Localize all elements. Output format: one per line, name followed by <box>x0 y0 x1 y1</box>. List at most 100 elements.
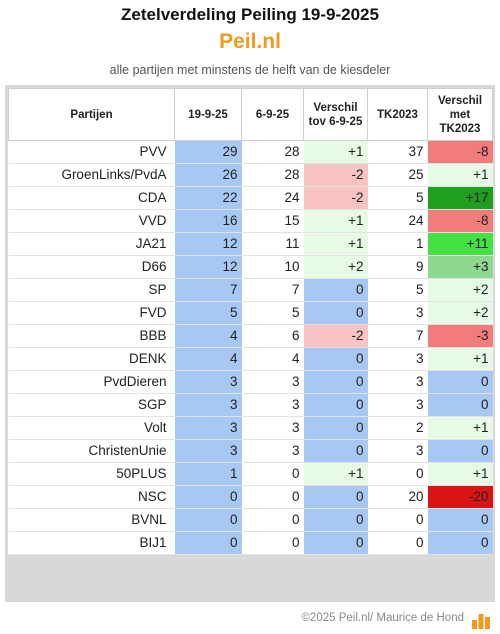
party-name: ChristenUnie <box>8 439 175 463</box>
seats-previous: 5 <box>241 301 304 325</box>
table-row: FVD 5 5 0 3 +2 <box>8 301 493 325</box>
seats-tk2023: 9 <box>367 255 428 279</box>
seats-current: 7 <box>174 278 242 302</box>
diff-tk2023: 0 <box>427 439 493 463</box>
seats-current: 29 <box>174 140 242 164</box>
table-row: BVNL 0 0 0 0 0 <box>8 508 493 532</box>
diff-previous: 0 <box>303 508 368 532</box>
party-name: Volt <box>8 416 175 440</box>
diff-previous: 0 <box>303 485 368 509</box>
diff-previous: -2 <box>303 324 368 348</box>
header-previous-poll: 6-9-25 <box>241 88 304 141</box>
diff-tk2023: +3 <box>427 255 493 279</box>
seats-tk2023: 5 <box>367 186 428 210</box>
brand-logo-text: Peil.nl <box>219 30 281 53</box>
page-title: Zetelverdeling Peiling 19-9-2025 <box>121 5 379 24</box>
diff-tk2023: +2 <box>427 301 493 325</box>
diff-tk2023: +1 <box>427 347 493 371</box>
diff-previous: +1 <box>303 462 368 486</box>
table-header-row: Partijen 19-9-25 6-9-25 Verschil tov 6-9… <box>8 88 493 141</box>
seats-previous: 3 <box>241 393 304 417</box>
diff-tk2023: 0 <box>427 531 493 555</box>
seats-tk2023: 3 <box>367 370 428 394</box>
party-name: PVV <box>8 140 175 164</box>
table-row: BIJ1 0 0 0 0 0 <box>8 531 493 555</box>
table-row: SP 7 7 0 5 +2 <box>8 278 493 302</box>
table-frame: Partijen 19-9-25 6-9-25 Verschil tov 6-9… <box>5 85 495 602</box>
seats-previous: 0 <box>241 531 304 555</box>
seats-tk2023: 0 <box>367 462 428 486</box>
header-partijen: Partijen <box>8 88 175 141</box>
seats-current: 26 <box>174 163 242 187</box>
seats-current: 22 <box>174 186 242 210</box>
diff-previous: +2 <box>303 255 368 279</box>
seats-tk2023: 3 <box>367 347 428 371</box>
diff-tk2023: -3 <box>427 324 493 348</box>
party-name: CDA <box>8 186 175 210</box>
diff-tk2023: -20 <box>427 485 493 509</box>
diff-tk2023: 0 <box>427 393 493 417</box>
seats-tk2023: 0 <box>367 531 428 555</box>
party-name: NSC <box>8 485 175 509</box>
seats-tk2023: 0 <box>367 508 428 532</box>
table-row: Volt 3 3 0 2 +1 <box>8 416 493 440</box>
diff-previous: +1 <box>303 209 368 233</box>
diff-tk2023: +2 <box>427 278 493 302</box>
seats-current: 1 <box>174 462 242 486</box>
bar-chart-logo-icon <box>472 614 490 629</box>
seats-tk2023: 2 <box>367 416 428 440</box>
diff-tk2023: +11 <box>427 232 493 256</box>
seats-previous: 0 <box>241 462 304 486</box>
seats-previous: 4 <box>241 347 304 371</box>
diff-previous: 0 <box>303 393 368 417</box>
party-name: D66 <box>8 255 175 279</box>
table-row: PVV 29 28 +1 37 -8 <box>8 140 493 164</box>
seats-current: 16 <box>174 209 242 233</box>
table-row: JA21 12 11 +1 1 +11 <box>8 232 493 256</box>
seats-previous: 28 <box>241 163 304 187</box>
seats-tk2023: 1 <box>367 232 428 256</box>
diff-previous: 0 <box>303 347 368 371</box>
table-row: ChristenUnie 3 3 0 3 0 <box>8 439 493 463</box>
party-name: BIJ1 <box>8 531 175 555</box>
seats-previous: 10 <box>241 255 304 279</box>
seats-current: 3 <box>174 439 242 463</box>
seats-current: 0 <box>174 508 242 532</box>
seats-previous: 7 <box>241 278 304 302</box>
table-row: CDA 22 24 -2 5 +17 <box>8 186 493 210</box>
seats-previous: 3 <box>241 439 304 463</box>
party-name: BVNL <box>8 508 175 532</box>
seats-current: 3 <box>174 416 242 440</box>
table-row: SGP 3 3 0 3 0 <box>8 393 493 417</box>
seats-current: 3 <box>174 370 242 394</box>
seats-previous: 28 <box>241 140 304 164</box>
party-name: VVD <box>8 209 175 233</box>
party-name: 50PLUS <box>8 462 175 486</box>
seats-previous: 3 <box>241 416 304 440</box>
table-row: PvdDieren 3 3 0 3 0 <box>8 370 493 394</box>
seats-tk2023: 3 <box>367 393 428 417</box>
seats-current: 5 <box>174 301 242 325</box>
diff-previous: -2 <box>303 186 368 210</box>
party-name: SGP <box>8 393 175 417</box>
diff-previous: 0 <box>303 370 368 394</box>
party-name: PvdDieren <box>8 370 175 394</box>
diff-tk2023: 0 <box>427 508 493 532</box>
seats-tk2023: 24 <box>367 209 428 233</box>
header-diff-tk2023: Verschil met TK2023 <box>427 88 493 141</box>
seats-tk2023: 20 <box>367 485 428 509</box>
diff-tk2023: -8 <box>427 140 493 164</box>
seats-current: 3 <box>174 393 242 417</box>
table-row: VVD 16 15 +1 24 -8 <box>8 209 493 233</box>
table-row: BBB 4 6 -2 7 -3 <box>8 324 493 348</box>
table-row: D66 12 10 +2 9 +3 <box>8 255 493 279</box>
seats-tk2023: 7 <box>367 324 428 348</box>
seats-tk2023: 25 <box>367 163 428 187</box>
seats-previous: 6 <box>241 324 304 348</box>
diff-tk2023: +1 <box>427 416 493 440</box>
party-name: JA21 <box>8 232 175 256</box>
seat-table: Partijen 19-9-25 6-9-25 Verschil tov 6-9… <box>8 88 493 555</box>
diff-tk2023: +1 <box>427 163 493 187</box>
diff-previous: +1 <box>303 232 368 256</box>
seats-current: 4 <box>174 347 242 371</box>
